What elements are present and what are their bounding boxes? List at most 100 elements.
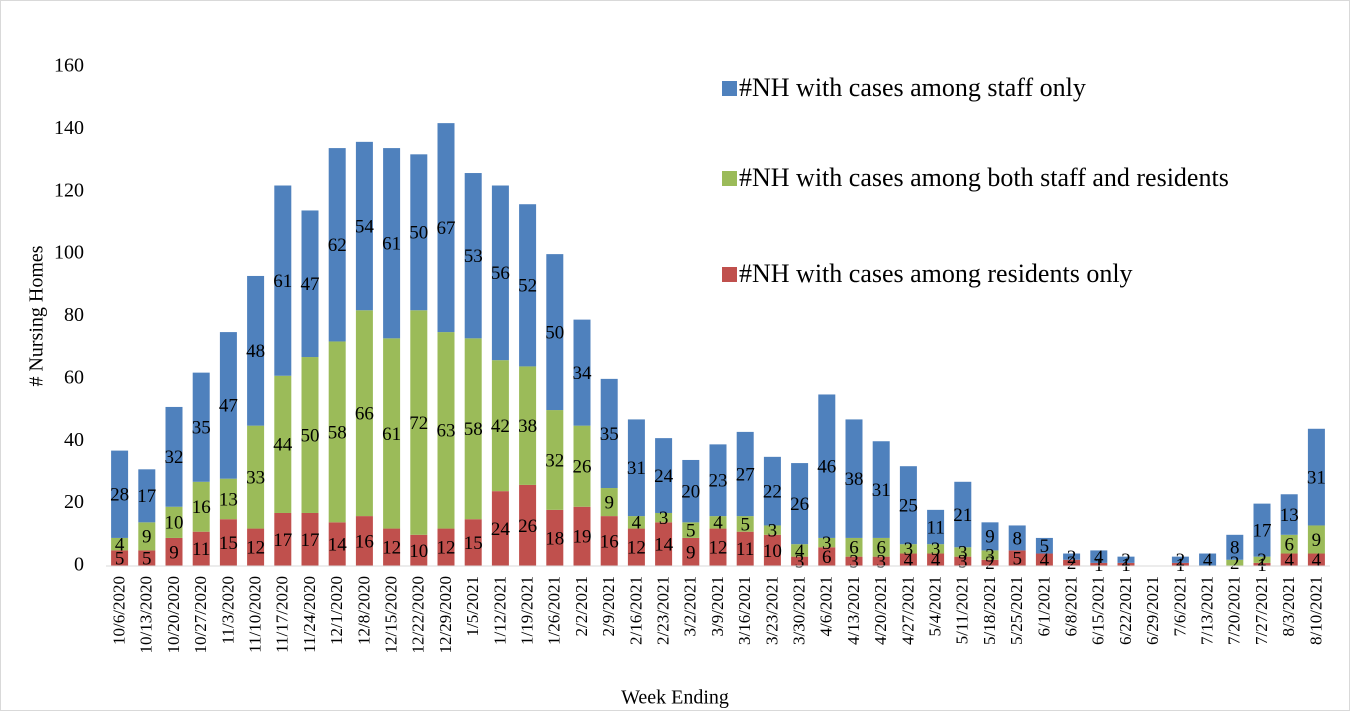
data-label: 38 bbox=[845, 469, 864, 490]
bar-segment bbox=[763, 525, 781, 535]
y-tick-label: 80 bbox=[64, 304, 84, 326]
bar-segment bbox=[1253, 562, 1271, 566]
data-label: 24 bbox=[654, 466, 674, 487]
bar-segment bbox=[872, 441, 890, 538]
x-tick-label: 1/5/2021 bbox=[463, 576, 482, 636]
data-label: 32 bbox=[165, 447, 184, 468]
data-label: 11 bbox=[926, 517, 944, 538]
x-tick-label: 6/22/2021 bbox=[1116, 576, 1135, 645]
bar-segment bbox=[1307, 428, 1325, 526]
data-label: 3 bbox=[659, 508, 669, 529]
bar-segment bbox=[1280, 553, 1298, 566]
data-label: 56 bbox=[491, 263, 510, 284]
bar-segment bbox=[111, 450, 129, 538]
data-label: 53 bbox=[464, 246, 483, 267]
data-label: 67 bbox=[437, 218, 456, 239]
bar-segment bbox=[383, 528, 401, 566]
x-tick-label: 2/16/2021 bbox=[626, 576, 645, 645]
x-tick-label: 7/13/2021 bbox=[1198, 576, 1217, 645]
data-label: 61 bbox=[382, 234, 401, 255]
x-tick-label: 10/6/2020 bbox=[110, 576, 129, 645]
data-label: 47 bbox=[219, 396, 238, 417]
bar-segment bbox=[736, 431, 754, 517]
bar-segment bbox=[655, 512, 673, 523]
bar-segment bbox=[791, 544, 809, 557]
data-label: 9 bbox=[985, 527, 995, 548]
y-tick-label: 40 bbox=[64, 429, 84, 451]
bar-segment bbox=[709, 444, 727, 517]
bar-segment bbox=[491, 491, 509, 566]
bar-segment bbox=[219, 332, 237, 479]
bar-segment bbox=[491, 185, 509, 361]
x-tick-label: 5/25/2021 bbox=[1007, 576, 1026, 645]
bar-segment bbox=[927, 553, 945, 566]
y-tick-label: 160 bbox=[54, 55, 84, 77]
data-label: 1 bbox=[1121, 555, 1131, 576]
bar-segment bbox=[464, 173, 482, 339]
legend-swatch bbox=[722, 171, 737, 186]
bar-segment bbox=[1035, 537, 1053, 554]
bar-segment bbox=[464, 519, 482, 566]
bar-segment bbox=[192, 372, 210, 482]
x-tick-label: 11/24/2020 bbox=[300, 576, 319, 653]
data-label: 23 bbox=[709, 471, 728, 492]
bar-segment bbox=[872, 537, 890, 557]
data-label: 31 bbox=[1307, 467, 1326, 488]
data-label: 17 bbox=[137, 486, 156, 507]
data-label: 6 bbox=[1284, 535, 1294, 556]
data-label: 5 bbox=[142, 549, 152, 570]
bar-segment bbox=[1117, 562, 1135, 566]
bar-segment bbox=[328, 522, 346, 566]
x-tick-label: 5/4/2021 bbox=[926, 576, 945, 636]
x-tick-label: 12/29/2020 bbox=[436, 576, 455, 653]
data-label: 32 bbox=[545, 450, 564, 471]
bar-segment bbox=[1117, 556, 1135, 563]
data-label: 4 bbox=[931, 550, 941, 571]
data-label: 2 bbox=[1257, 550, 1267, 571]
bar-segment bbox=[1171, 556, 1189, 563]
bar-segment bbox=[655, 438, 673, 513]
data-label: 58 bbox=[464, 419, 483, 440]
x-tick-label: 1/19/2021 bbox=[518, 576, 537, 645]
bar-segment bbox=[546, 254, 564, 411]
x-tick-label: 2/2/2021 bbox=[572, 576, 591, 636]
bar-segment bbox=[954, 547, 972, 557]
data-label: 61 bbox=[273, 271, 292, 292]
data-label: 66 bbox=[355, 404, 374, 425]
data-label: 2 bbox=[1067, 553, 1077, 574]
data-label: 5 bbox=[1012, 549, 1022, 570]
data-label: 14 bbox=[328, 535, 348, 556]
bar-segment bbox=[627, 516, 645, 529]
bar-segment bbox=[709, 516, 727, 529]
bar-segment bbox=[138, 550, 156, 566]
bar-segment bbox=[1008, 525, 1026, 551]
data-label: 47 bbox=[301, 274, 320, 295]
y-tick-label: 140 bbox=[54, 117, 84, 139]
data-label: 20 bbox=[681, 482, 700, 503]
x-tick-label: 1/26/2021 bbox=[545, 576, 564, 645]
data-label: 63 bbox=[437, 421, 456, 442]
data-label: 58 bbox=[328, 422, 347, 443]
x-tick-label: 7/6/2021 bbox=[1170, 576, 1189, 636]
y-tick-label: 120 bbox=[54, 179, 84, 201]
legend-item: #NH with cases among both staff and resi… bbox=[722, 160, 1312, 196]
data-label: 5 bbox=[686, 520, 696, 541]
x-tick-label: 4/6/2021 bbox=[817, 576, 836, 636]
bar-segment bbox=[355, 310, 373, 517]
x-tick-label: 12/22/2020 bbox=[409, 576, 428, 653]
data-label: 42 bbox=[491, 416, 510, 437]
legend-label: #NH with cases among residents only bbox=[739, 259, 1133, 288]
y-tick-label: 0 bbox=[74, 554, 84, 576]
bar-segment bbox=[818, 547, 836, 566]
bar-segment bbox=[1199, 553, 1217, 566]
x-tick-label: 11/10/2020 bbox=[246, 576, 265, 653]
bar-segment bbox=[437, 528, 455, 566]
bar-segment bbox=[845, 537, 863, 557]
x-tick-label: 3/23/2021 bbox=[762, 576, 781, 645]
data-label: 35 bbox=[600, 424, 619, 445]
bar-segment bbox=[301, 210, 319, 358]
bar-segment bbox=[247, 528, 265, 566]
data-label: 6 bbox=[876, 538, 886, 559]
